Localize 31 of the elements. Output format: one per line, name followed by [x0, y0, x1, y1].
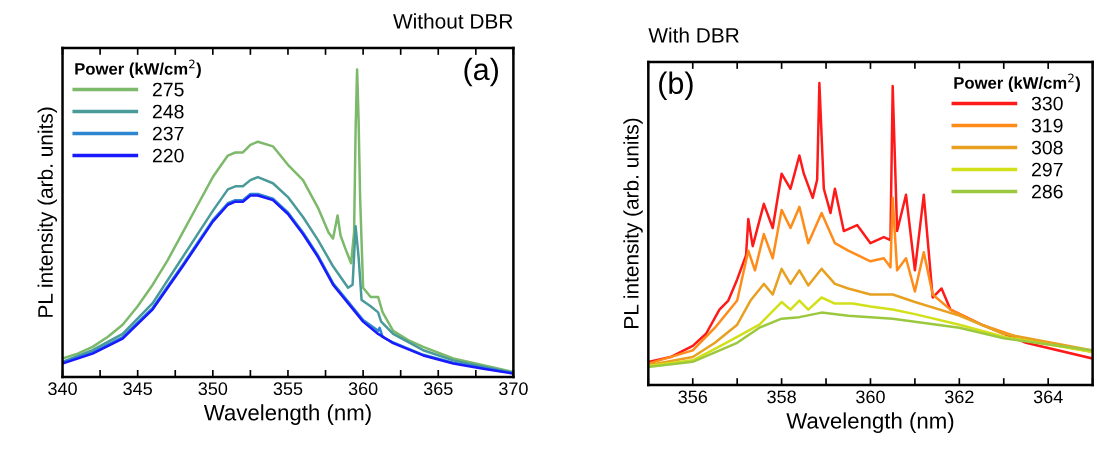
x-tick-label: 360 — [348, 382, 378, 396]
legend-label: 330 — [1031, 96, 1063, 111]
legend-label: 297 — [1032, 162, 1063, 177]
x-tick-label: 340 — [48, 382, 77, 396]
y-axis-title: PL intensity (arb. units) — [623, 118, 643, 328]
x-tick-label: 365 — [423, 382, 453, 396]
x-tick-label: 364 — [1033, 390, 1063, 404]
x-tick-label: 355 — [273, 382, 303, 396]
legend-title: Power (kW/cm$^{2}$) — [75, 59, 201, 79]
chart-title: Without DBR — [393, 13, 513, 29]
annotation: (b) — [659, 71, 693, 101]
x-tick-label: 358 — [767, 390, 796, 404]
x-tick-label: 362 — [944, 390, 974, 404]
x-axis-title: Wavelength (nm) — [203, 404, 371, 425]
legend-label: 275 — [152, 82, 184, 97]
chart-title: With DBR — [648, 27, 739, 43]
legend-label: 220 — [152, 148, 184, 163]
x-tick-label: 356 — [678, 390, 708, 404]
legend-label: 319 — [1031, 118, 1063, 133]
annotation: (a) — [464, 57, 498, 87]
x-tick-label: 360 — [856, 390, 885, 404]
x-tick-label: 370 — [499, 382, 528, 396]
legend-title: Power (kW/cm$^{2}$) — [954, 73, 1080, 93]
legend-label: 248 — [152, 104, 184, 119]
legend-label: 308 — [1031, 140, 1063, 155]
x-tick-label: 350 — [198, 382, 228, 396]
x-axis-title: Wavelength (nm) — [786, 412, 954, 434]
legend-label: 286 — [1032, 184, 1063, 199]
legend-label: 237 — [152, 126, 184, 141]
y-axis-title: PL intensity (arb. units) — [37, 107, 57, 317]
x-tick-label: 345 — [123, 382, 152, 396]
